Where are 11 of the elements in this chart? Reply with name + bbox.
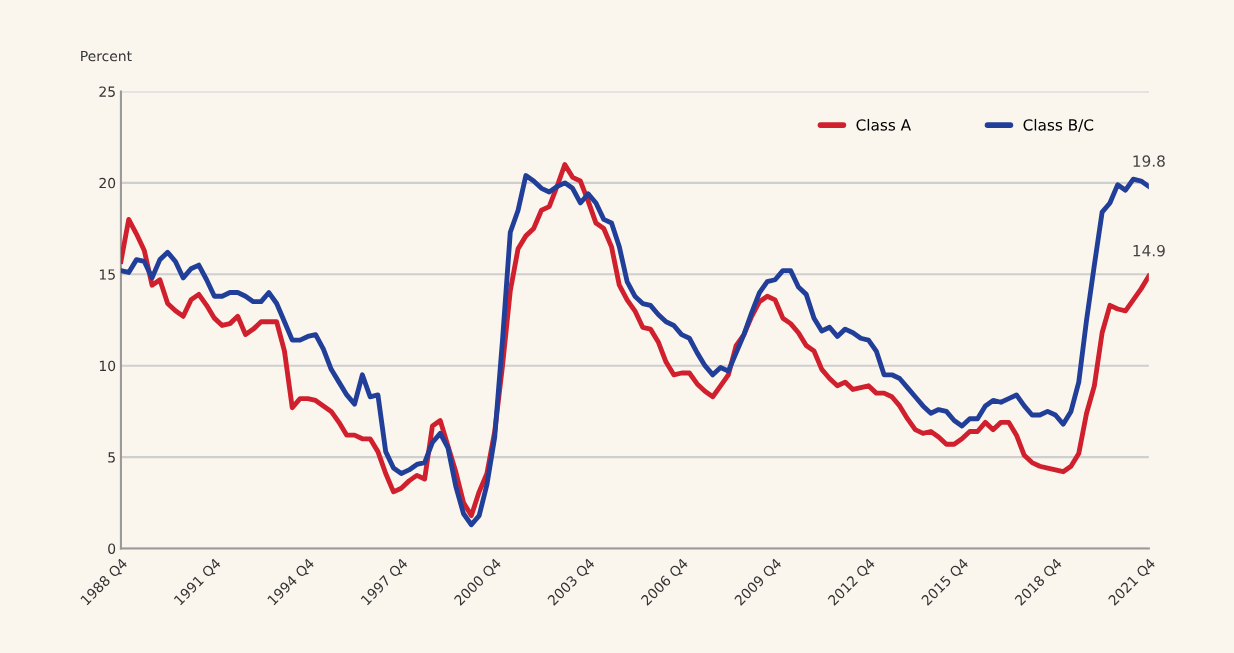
y-tick-label: 10 <box>99 360 116 372</box>
y-tick-label: 20 <box>99 177 116 189</box>
y-axis-title: Percent <box>81 50 132 62</box>
legend-label: Class B/C <box>1023 118 1094 132</box>
y-tick-label: 5 <box>108 452 115 463</box>
y-tick-label: 15 <box>99 269 115 280</box>
annotation: 19.8 <box>1133 155 1165 167</box>
y-tick-label: 0 <box>108 543 116 554</box>
legend-label: Class A <box>856 118 911 131</box>
annotation: 14.9 <box>1133 244 1165 257</box>
y-tick-label: 25 <box>99 86 115 97</box>
